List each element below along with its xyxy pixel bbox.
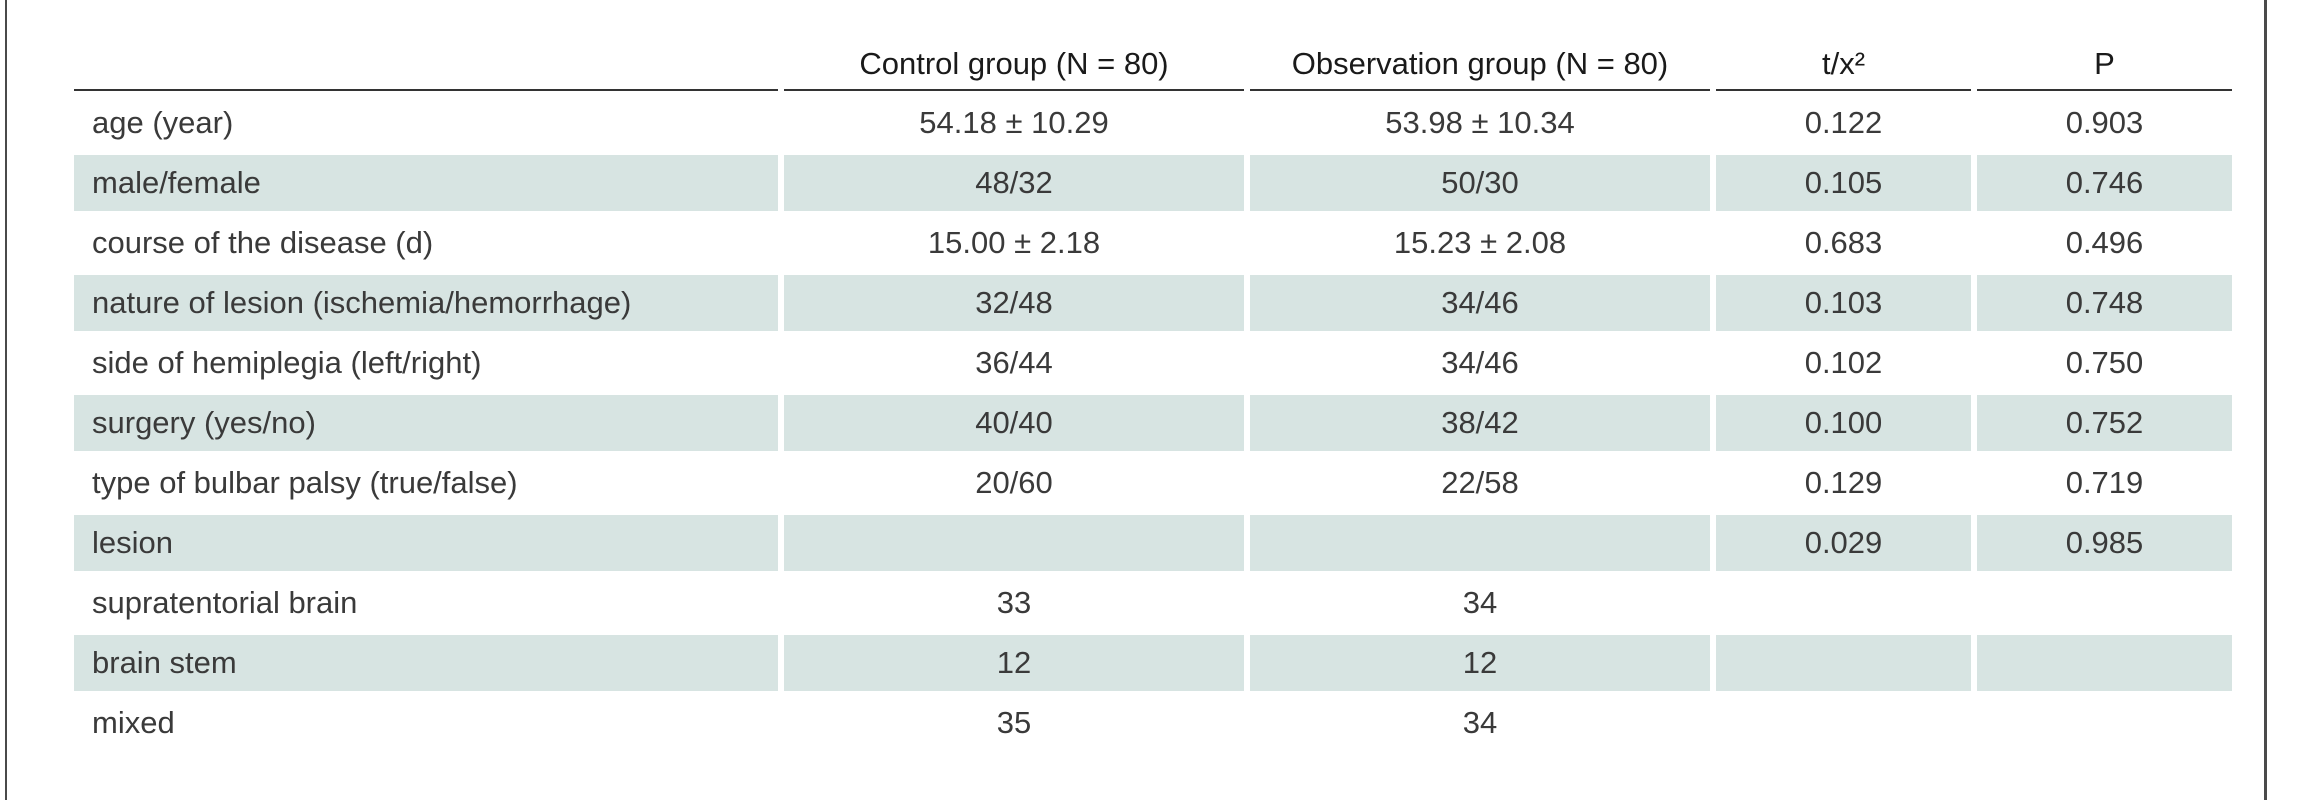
observation-value: 34/46 [1250, 275, 1710, 331]
t-value: 0.683 [1804, 225, 1883, 260]
observation-value: 12 [1250, 635, 1710, 691]
p-value: 0.750 [2065, 345, 2144, 380]
t-value: 0.102 [1804, 345, 1883, 380]
t-value: 0.122 [1804, 105, 1883, 140]
control-value: 35 [996, 705, 1032, 740]
control-value [784, 515, 1244, 571]
p-value: 0.903 [2065, 105, 2144, 140]
control-value: 36/44 [975, 345, 1053, 380]
p-value [1977, 575, 2232, 631]
table-row: male/female 48/32 50/30 0.105 0.746 [74, 155, 2232, 211]
control-value: 15.00 ± 2.18 [927, 225, 1101, 260]
control-value: 12 [784, 635, 1244, 691]
t-value: 0.029 [1716, 515, 1971, 571]
t-value [1716, 575, 1971, 631]
p-value: 0.719 [2065, 465, 2144, 500]
header-cell-control: Control group (N = 80) [784, 39, 1244, 91]
t-value [1716, 635, 1971, 691]
table-row: age (year) 54.18 ± 10.29 53.98 ± 10.34 0… [74, 95, 2232, 151]
table-row: brain stem 12 12 [74, 635, 2232, 691]
t-value: 0.100 [1716, 395, 1971, 451]
p-value [1977, 635, 2232, 691]
table-row: course of the disease (d) 15.00 ± 2.18 1… [74, 215, 2232, 271]
table-row: supratentorial brain 33 34 [74, 575, 2232, 631]
header-cell-label [74, 39, 778, 91]
right-border-line [2264, 0, 2267, 800]
control-value: 33 [996, 585, 1032, 620]
header-cell-p: P [1977, 39, 2232, 91]
p-value: 0.752 [1977, 395, 2232, 451]
p-value: 0.746 [1977, 155, 2232, 211]
observation-value: 50/30 [1250, 155, 1710, 211]
observation-value [1250, 515, 1710, 571]
t-value: 0.129 [1804, 465, 1883, 500]
control-value: 20/60 [975, 465, 1053, 500]
row-label: surgery (yes/no) [74, 395, 778, 451]
row-label: supratentorial brain [92, 585, 358, 620]
t-value [1716, 695, 1971, 751]
table-row: nature of lesion (ischemia/hemorrhage) 3… [74, 275, 2232, 331]
row-label: brain stem [74, 635, 778, 691]
observation-value: 38/42 [1250, 395, 1710, 451]
row-label: male/female [74, 155, 778, 211]
left-border-line [5, 0, 7, 800]
observation-value: 34 [1462, 585, 1498, 620]
t-value: 0.105 [1716, 155, 1971, 211]
row-label: age (year) [92, 105, 234, 140]
row-label: type of bulbar palsy (true/false) [92, 465, 518, 500]
row-label: course of the disease (d) [92, 225, 434, 260]
row-label: nature of lesion (ischemia/hemorrhage) [74, 275, 778, 331]
table-row: type of bulbar palsy (true/false) 20/60 … [74, 455, 2232, 511]
observation-value: 53.98 ± 10.34 [1385, 105, 1575, 140]
t-value: 0.103 [1716, 275, 1971, 331]
row-label: mixed [92, 705, 175, 740]
table-row: lesion 0.029 0.985 [74, 515, 2232, 571]
control-value: 40/40 [784, 395, 1244, 451]
control-value: 54.18 ± 10.29 [919, 105, 1109, 140]
row-label: side of hemiplegia (left/right) [92, 345, 482, 380]
table-body: age (year) 54.18 ± 10.29 53.98 ± 10.34 0… [74, 95, 2232, 751]
p-value: 0.748 [1977, 275, 2232, 331]
table-row: surgery (yes/no) 40/40 38/42 0.100 0.752 [74, 395, 2232, 451]
data-table: Control group (N = 80) Observation group… [68, 35, 2238, 755]
table-row: side of hemiplegia (left/right) 36/44 34… [74, 335, 2232, 391]
header-cell-t: t/x² [1716, 39, 1971, 91]
p-value [1977, 695, 2232, 751]
table-header-row: Control group (N = 80) Observation group… [74, 39, 2232, 91]
row-label: lesion [74, 515, 778, 571]
control-value: 32/48 [784, 275, 1244, 331]
p-value: 0.985 [1977, 515, 2232, 571]
observation-value: 34/46 [1441, 345, 1519, 380]
header-cell-observation: Observation group (N = 80) [1250, 39, 1710, 91]
table-row: mixed 35 34 [74, 695, 2232, 751]
control-value: 48/32 [784, 155, 1244, 211]
observation-value: 15.23 ± 2.08 [1393, 225, 1567, 260]
p-value: 0.496 [2065, 225, 2144, 260]
data-table-container: Control group (N = 80) Observation group… [74, 35, 2232, 755]
observation-value: 34 [1462, 705, 1498, 740]
observation-value: 22/58 [1441, 465, 1519, 500]
